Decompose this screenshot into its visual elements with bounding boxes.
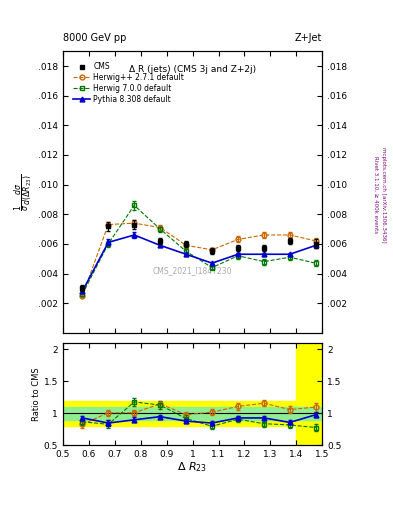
Text: Δ R (jets) (CMS 3j and Z+2j): Δ R (jets) (CMS 3j and Z+2j) (129, 65, 256, 74)
Bar (296, 343, 322, 445)
Legend: CMS, Herwig++ 2.7.1 default, Herwig 7.0.0 default, Pythia 8.308 default: CMS, Herwig++ 2.7.1 default, Herwig 7.0.… (72, 60, 185, 105)
Bar (63, 400, 322, 426)
Text: 8000 GeV pp: 8000 GeV pp (63, 33, 126, 42)
Text: Z+Jet: Z+Jet (295, 33, 322, 42)
Bar (63, 407, 322, 420)
Text: Rivet 3.1.10, ≥ 400k events: Rivet 3.1.10, ≥ 400k events (373, 156, 378, 233)
X-axis label: $\Delta\ R_{23}$: $\Delta\ R_{23}$ (178, 461, 208, 475)
Y-axis label: Ratio to CMS: Ratio to CMS (32, 368, 41, 421)
Text: mcplots.cern.ch [arXiv:1306.3436]: mcplots.cern.ch [arXiv:1306.3436] (381, 147, 386, 242)
Text: CMS_2021_I1847230: CMS_2021_I1847230 (153, 266, 232, 275)
Y-axis label: $\frac{1}{\sigma}\frac{d\sigma}{d(\Delta R_{23})}$: $\frac{1}{\sigma}\frac{d\sigma}{d(\Delta… (13, 174, 35, 210)
